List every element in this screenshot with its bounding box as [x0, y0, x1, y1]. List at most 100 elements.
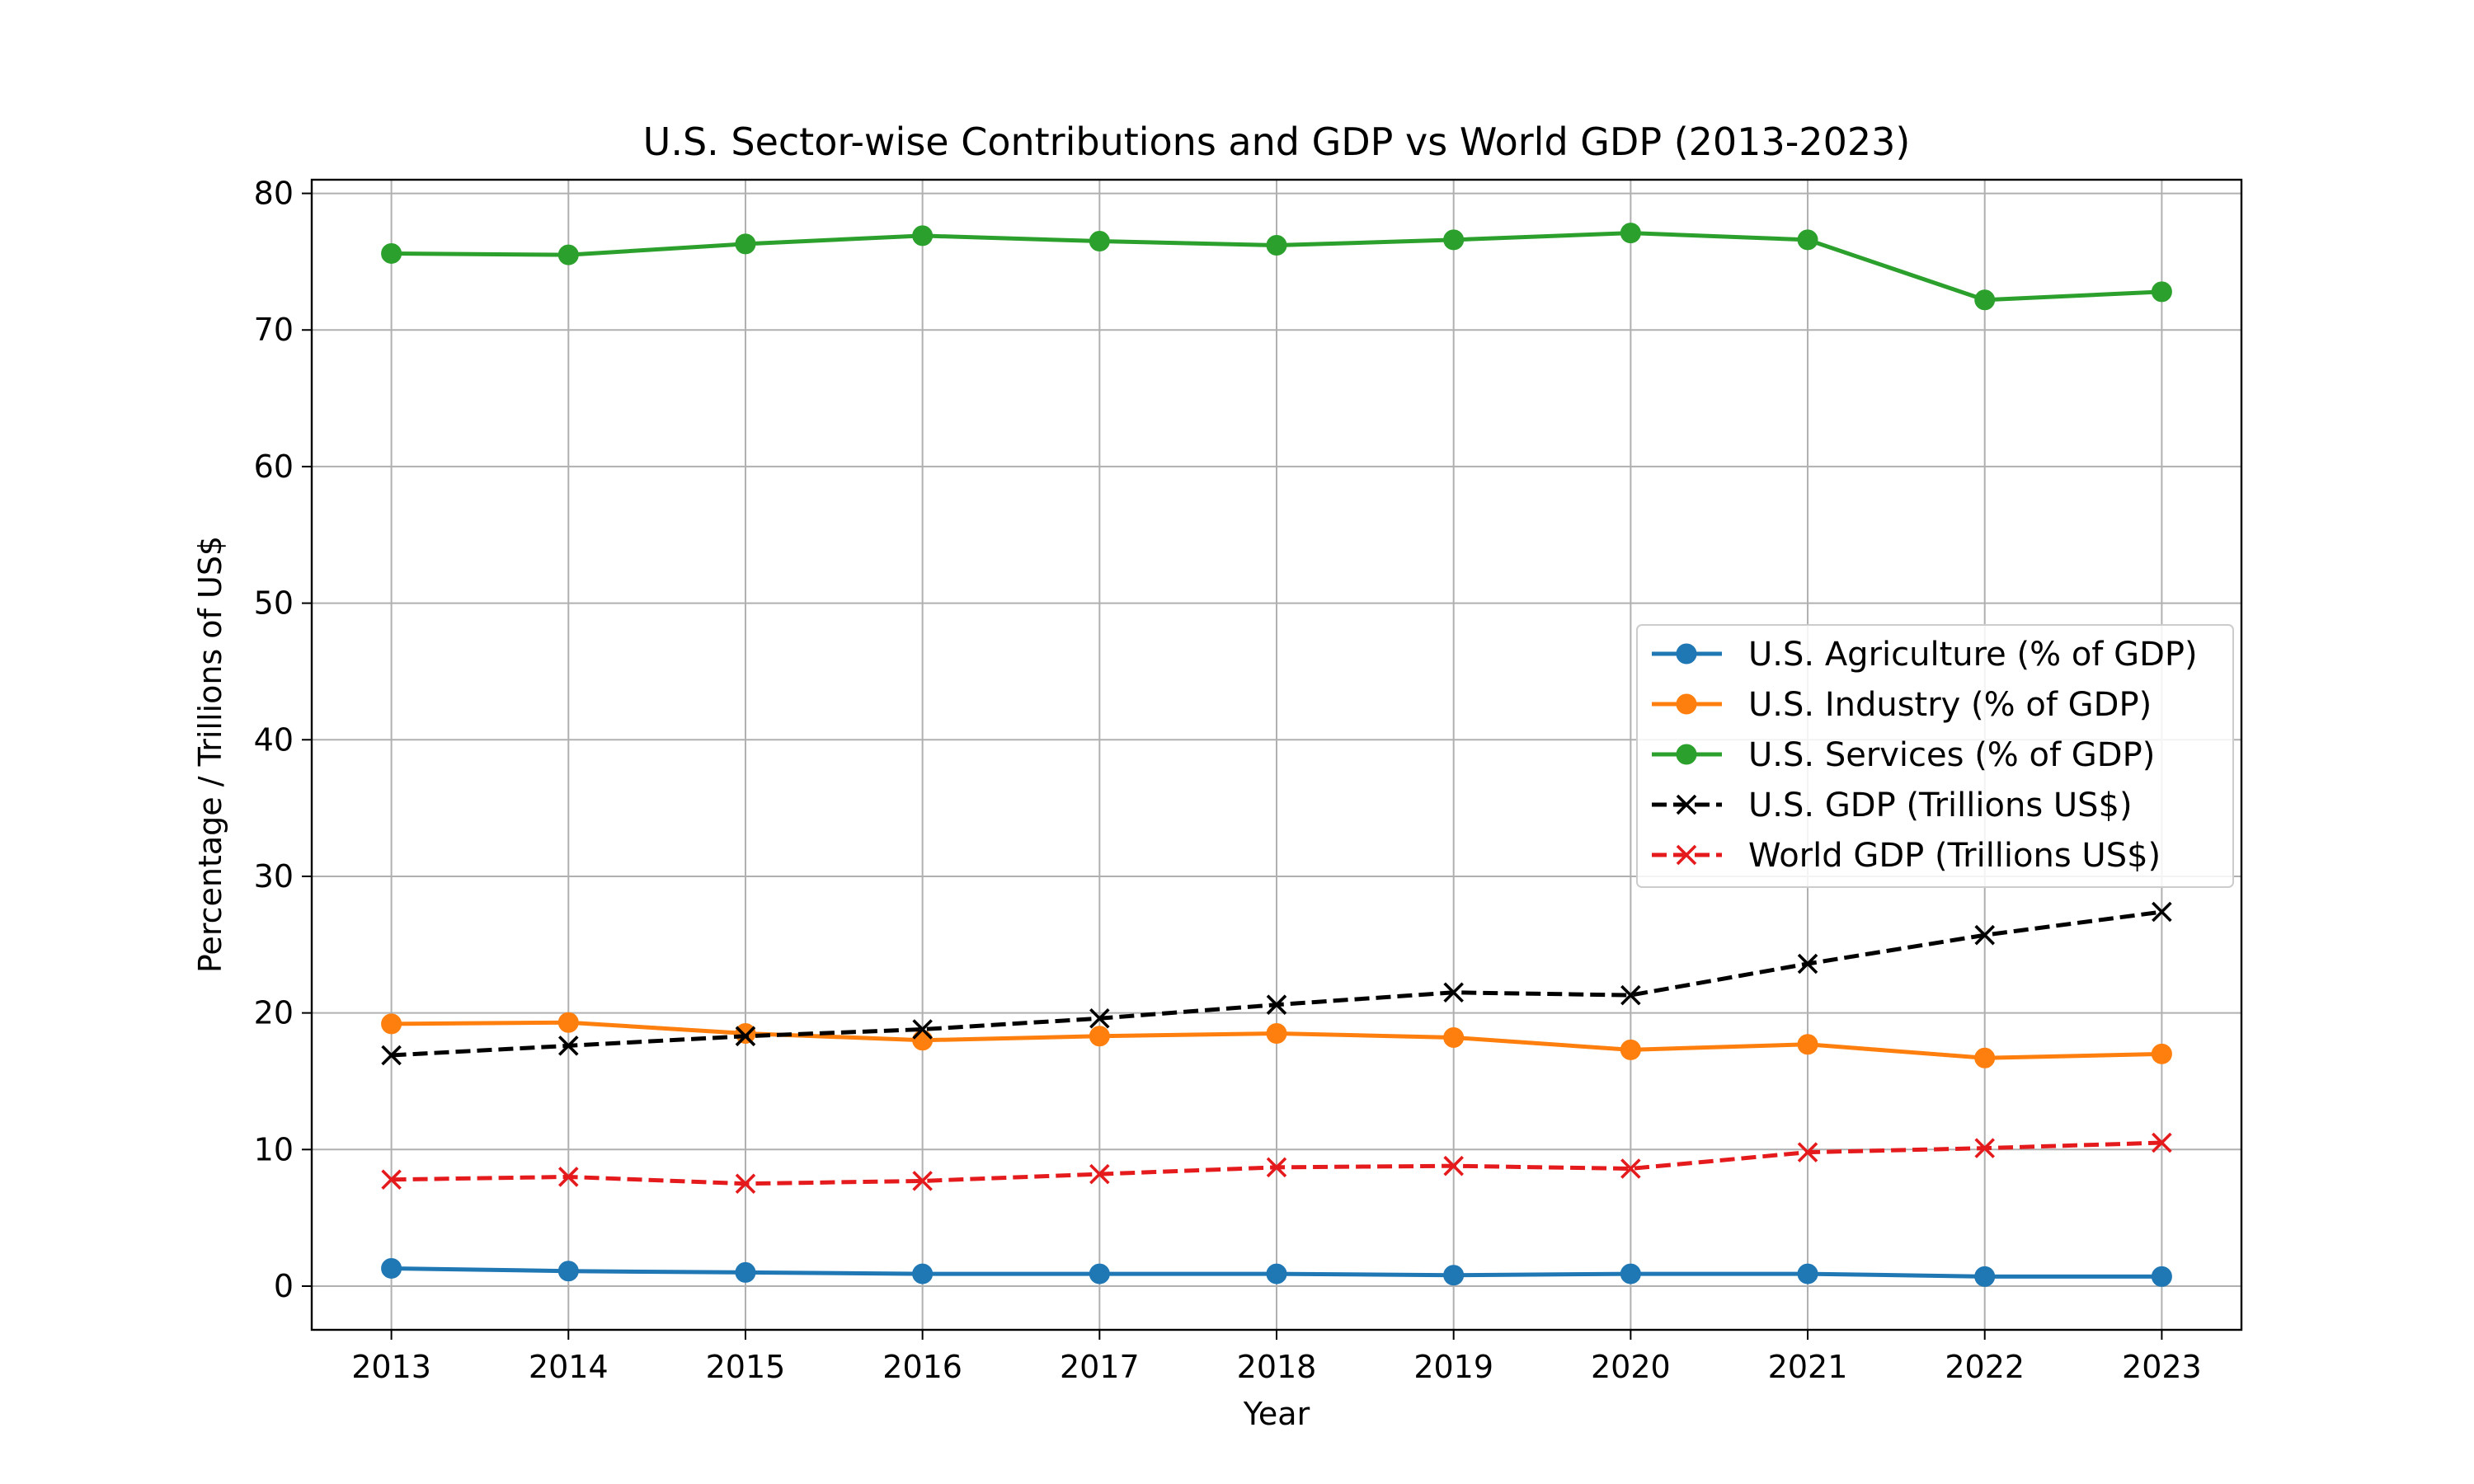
marker-stroke — [1266, 994, 1287, 1015]
y-tick-label: 60 — [254, 448, 294, 485]
point-marker — [2151, 1043, 2172, 1064]
point-marker — [1797, 1142, 1818, 1162]
point-marker — [1443, 982, 1464, 1003]
x-tick-label: 2017 — [1060, 1349, 1140, 1385]
legend-box — [1636, 624, 2234, 888]
x-tick-label: 2018 — [1237, 1349, 1317, 1385]
x-axis-label: Year — [1243, 1396, 1310, 1432]
point-marker — [1443, 229, 1465, 251]
marker-stroke — [1089, 1163, 1110, 1185]
series-3 — [381, 901, 2172, 1066]
marker-stroke — [1676, 844, 1697, 866]
marker-stroke — [1974, 924, 1995, 946]
legend-label: World GDP (Trillions US$) — [1748, 837, 2161, 875]
point-marker — [1797, 1034, 1818, 1055]
point-marker — [1974, 1266, 1996, 1287]
point-marker — [381, 1045, 402, 1066]
series-4 — [381, 1132, 2172, 1194]
point-marker — [1974, 924, 1995, 946]
point-marker — [2152, 1132, 2172, 1153]
point-marker — [1443, 1265, 1465, 1286]
point-marker — [735, 233, 756, 255]
point-marker — [558, 1036, 579, 1056]
point-marker — [1974, 289, 1996, 311]
legend-item: World GDP (Trillions US$) — [1652, 837, 2161, 875]
legend-item: U.S. Services (% of GDP) — [1652, 736, 2155, 774]
series-0 — [381, 1257, 2172, 1287]
series-1 — [381, 1012, 2172, 1068]
legend-label: U.S. Agriculture (% of GDP) — [1748, 636, 2198, 674]
y-tick-label: 10 — [254, 1131, 294, 1167]
marker-stroke — [1676, 794, 1697, 815]
point-marker — [1266, 235, 1287, 256]
point-marker — [1266, 1022, 1287, 1044]
legend-label: U.S. GDP (Trillions US$) — [1748, 787, 2133, 824]
marker-stroke — [2152, 1132, 2172, 1153]
point-marker — [1797, 1263, 1818, 1284]
marker-stroke — [1443, 1155, 1464, 1176]
point-marker — [735, 1026, 756, 1047]
point-marker — [735, 1173, 756, 1194]
point-marker — [381, 1169, 402, 1190]
point-marker — [1266, 1263, 1287, 1284]
point-marker — [1266, 994, 1287, 1015]
point-marker — [912, 225, 934, 247]
x-tick-label: 2016 — [882, 1349, 962, 1385]
point-marker — [1089, 231, 1110, 252]
marker-stroke — [912, 1171, 933, 1191]
point-marker — [1620, 1039, 1641, 1060]
point-marker — [1089, 1026, 1110, 1047]
x-tick-label: 2015 — [706, 1349, 786, 1385]
marker-stroke — [1797, 953, 1818, 974]
point-marker — [381, 1257, 402, 1279]
marker-stroke — [1089, 1007, 1110, 1029]
y-tick-label: 70 — [254, 312, 294, 348]
y-tick-label: 30 — [254, 858, 294, 895]
point-marker — [912, 1263, 934, 1284]
ticks: 2013 2014 2015 2016 2017 2018 2019 2020 2021 2022… — [254, 176, 2202, 1385]
point-marker — [557, 1012, 579, 1033]
marker-stroke — [735, 1173, 756, 1194]
marker-stroke — [558, 1167, 579, 1187]
y-axis-label: Percentage / Trillions of US$ — [192, 536, 228, 973]
marker-stroke — [1620, 1158, 1641, 1179]
y-tick-label: 20 — [254, 995, 294, 1031]
chart-title: U.S. Sector-wise Contributions and GDP v… — [643, 120, 1911, 164]
point-marker — [912, 1030, 934, 1051]
point-marker — [735, 1261, 756, 1283]
x-tick-label: 2022 — [1945, 1349, 2025, 1385]
point-marker — [1676, 844, 1697, 866]
point-marker — [2151, 1266, 2172, 1287]
marker-stroke — [381, 1045, 402, 1066]
point-marker — [1676, 794, 1697, 815]
point-marker — [1974, 1138, 1995, 1158]
point-marker — [381, 242, 402, 264]
legend-label: U.S. Industry (% of GDP) — [1748, 686, 2152, 724]
marker-stroke — [735, 1026, 756, 1047]
point-marker — [557, 244, 579, 265]
x-tick-label: 2019 — [1413, 1349, 1493, 1385]
point-marker — [1974, 1047, 1996, 1068]
point-marker — [912, 1171, 933, 1191]
series-2 — [381, 223, 2172, 311]
marker-stroke — [558, 1036, 579, 1056]
point-marker — [1620, 1158, 1641, 1179]
point-marker — [1620, 984, 1641, 1006]
marker-stroke — [1797, 1142, 1818, 1162]
point-marker — [381, 1013, 402, 1035]
series-layer — [381, 223, 2172, 1287]
y-tick-label: 40 — [254, 721, 294, 758]
marker-stroke — [381, 1169, 402, 1190]
point-marker — [1620, 223, 1641, 244]
legend-label: U.S. Services (% of GDP) — [1748, 736, 2155, 774]
point-marker — [912, 1019, 933, 1040]
marker-stroke — [1266, 1157, 1287, 1178]
point-marker — [2152, 901, 2172, 923]
x-tick-label: 2021 — [1768, 1349, 1848, 1385]
point-marker — [1443, 1155, 1464, 1176]
point-marker — [1089, 1263, 1110, 1284]
point-marker — [1443, 1026, 1465, 1048]
legend-item: U.S. GDP (Trillions US$) — [1652, 787, 2133, 824]
point-marker — [2151, 281, 2172, 303]
